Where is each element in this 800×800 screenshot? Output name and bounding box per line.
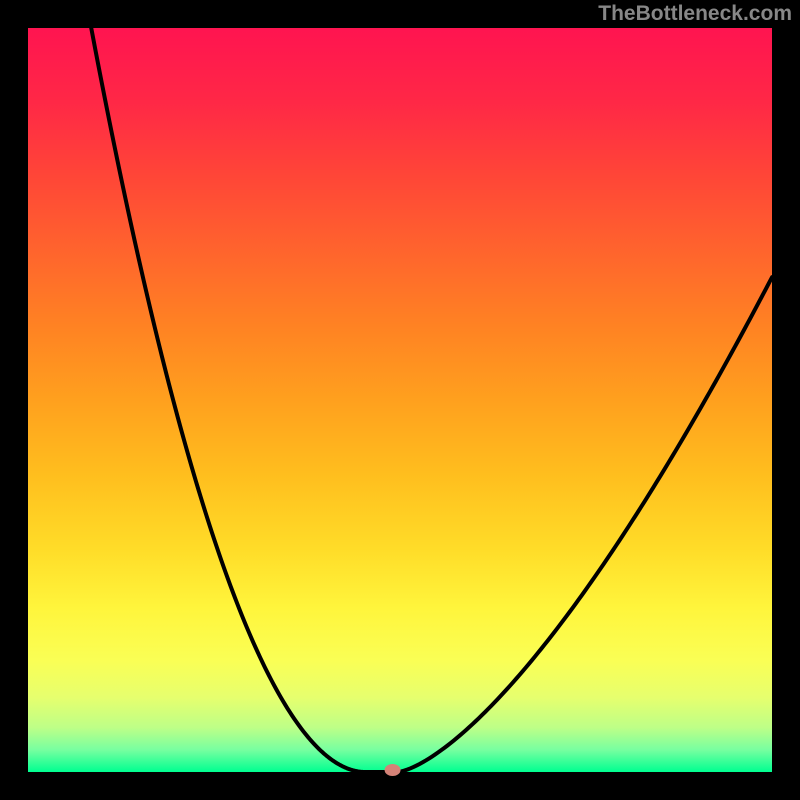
watermark-text: TheBottleneck.com — [598, 2, 792, 26]
bottleneck-chart — [0, 0, 800, 800]
chart-container: TheBottleneck.com — [0, 0, 800, 800]
optimal-point-marker — [385, 764, 401, 776]
gradient-background — [28, 28, 772, 772]
